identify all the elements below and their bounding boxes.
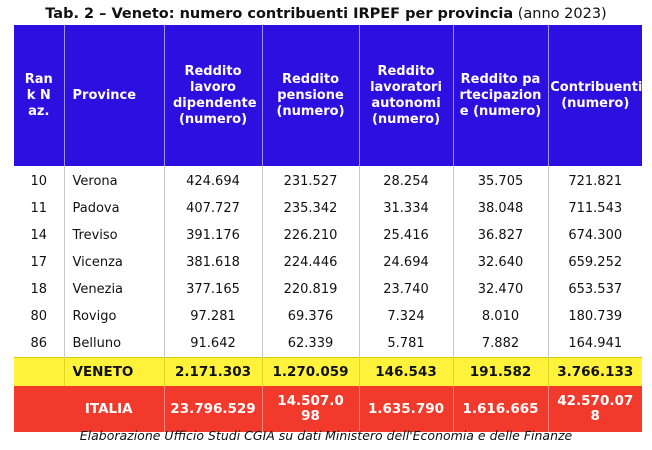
- cell-pensione: 69.376: [261, 303, 359, 330]
- cell-rank: 17: [30, 255, 48, 270]
- cell-autonomi: 28.254: [358, 166, 453, 195]
- cell-province: Venezia: [63, 276, 164, 303]
- italia-total-row: ITALIA 23.796.529 14.507.098 1.635.790 1…: [14, 386, 642, 432]
- cell-lavoro: 2.171.303: [163, 357, 262, 386]
- cell-contribuenti: 659.252: [547, 249, 642, 276]
- cell-province: Belluno: [63, 330, 164, 358]
- cell-contribuenti: 674.300: [547, 222, 642, 249]
- header-contribuenti: Contribuenti (numero): [547, 25, 642, 166]
- cell-pensione: 235.342: [261, 195, 359, 222]
- table-title-main: Tab. 2 – Veneto: numero contribuenti IRP…: [45, 6, 514, 22]
- header-rank: Rank Naz.: [14, 25, 64, 166]
- table-row: 14 Treviso 391.176 226.210 25.416 36.827…: [14, 222, 642, 249]
- cell-contribuenti: 711.543: [547, 195, 642, 222]
- header-row: Rank Naz. Province Reddito lavoro dipend…: [14, 25, 642, 166]
- cell-lavoro: 391.176: [163, 222, 262, 249]
- cell-country-label: ITALIA: [14, 386, 164, 432]
- cell-pensione: 1.270.059: [261, 357, 359, 386]
- cell-rank: 11: [30, 201, 48, 216]
- cell-province: Verona: [63, 166, 164, 195]
- cell-partecipazione: 1.616.665: [452, 386, 548, 432]
- source-note: Elaborazione Ufficio Studi CGIA su dati …: [79, 428, 573, 443]
- header-province: Province: [63, 25, 164, 166]
- table-row: 10 Verona 424.694 231.527 28.254 35.705 …: [14, 166, 642, 195]
- cell-contribuenti: 42.570.078: [547, 386, 642, 432]
- table-title-year: (anno 2023): [513, 6, 607, 22]
- cell-province: Treviso: [63, 222, 164, 249]
- cell-province: Padova: [63, 195, 164, 222]
- cell-rank-empty: [14, 357, 64, 386]
- cell-lavoro: 424.694: [163, 166, 262, 195]
- cell-lavoro: 97.281: [163, 303, 262, 330]
- cell-pensione: 62.339: [261, 330, 359, 358]
- cell-autonomi: 146.543: [358, 357, 453, 386]
- cell-contribuenti: 721.821: [547, 166, 642, 195]
- cell-pensione: 220.819: [261, 276, 359, 303]
- cell-partecipazione: 35.705: [452, 166, 548, 195]
- cell-pensione: 231.527: [261, 166, 359, 195]
- cell-autonomi: 31.334: [358, 195, 453, 222]
- cell-province: Vicenza: [63, 249, 164, 276]
- table-row: 17 Vicenza 381.618 224.446 24.694 32.640…: [14, 249, 642, 276]
- table-row: 86 Belluno 91.642 62.339 5.781 7.882 164…: [14, 330, 642, 358]
- cell-province: Rovigo: [63, 303, 164, 330]
- cell-lavoro: 407.727: [163, 195, 262, 222]
- cell-rank: 80: [30, 309, 48, 324]
- header-reddito-autonomi: Reddito lavoratori autonomi (numero): [358, 25, 453, 166]
- cell-lavoro: 381.618: [163, 249, 262, 276]
- cell-partecipazione: 7.882: [452, 330, 548, 358]
- table-row: 18 Venezia 377.165 220.819 23.740 32.470…: [14, 276, 642, 303]
- table-title: Tab. 2 – Veneto: numero contribuenti IRP…: [0, 6, 652, 22]
- cell-rank: 86: [30, 336, 48, 351]
- cell-autonomi: 24.694: [358, 249, 453, 276]
- cell-rank: 18: [30, 282, 48, 297]
- header-reddito-pensione: Reddito pensione (numero): [261, 25, 359, 166]
- cell-contribuenti: 3.766.133: [547, 357, 642, 386]
- cell-lavoro: 377.165: [163, 276, 262, 303]
- table-row: 11 Padova 407.727 235.342 31.334 38.048 …: [14, 195, 642, 222]
- cell-autonomi: 1.635.790: [358, 386, 453, 432]
- cell-autonomi: 25.416: [358, 222, 453, 249]
- veneto-total-row: VENETO 2.171.303 1.270.059 146.543 191.5…: [14, 357, 642, 386]
- cell-partecipazione: 191.582: [452, 357, 548, 386]
- cell-partecipazione: 32.640: [452, 249, 548, 276]
- cell-partecipazione: 32.470: [452, 276, 548, 303]
- cell-region-label: VENETO: [63, 357, 164, 386]
- cell-autonomi: 7.324: [358, 303, 453, 330]
- cell-contribuenti: 164.941: [547, 330, 642, 358]
- cell-partecipazione: 36.827: [452, 222, 548, 249]
- cell-partecipazione: 8.010: [452, 303, 548, 330]
- cell-autonomi: 23.740: [358, 276, 453, 303]
- cell-autonomi: 5.781: [358, 330, 453, 358]
- header-reddito-partecipazione: Reddito partecipazione (numero): [452, 25, 548, 166]
- cell-contribuenti: 180.739: [547, 303, 642, 330]
- cell-lavoro: 91.642: [163, 330, 262, 358]
- cell-pensione: 226.210: [261, 222, 359, 249]
- cell-rank: 10: [30, 174, 48, 189]
- cell-pensione: 224.446: [261, 249, 359, 276]
- cell-contribuenti: 653.537: [547, 276, 642, 303]
- irpef-table: Rank Naz. Province Reddito lavoro dipend…: [14, 25, 642, 432]
- cell-partecipazione: 38.048: [452, 195, 548, 222]
- header-reddito-lavoro: Reddito lavoro dipendente (numero): [163, 25, 262, 166]
- table-row: 80 Rovigo 97.281 69.376 7.324 8.010 180.…: [14, 303, 642, 330]
- cell-lavoro: 23.796.529: [163, 386, 262, 432]
- cell-pensione: 14.507.098: [261, 386, 359, 432]
- cell-rank: 14: [30, 228, 48, 243]
